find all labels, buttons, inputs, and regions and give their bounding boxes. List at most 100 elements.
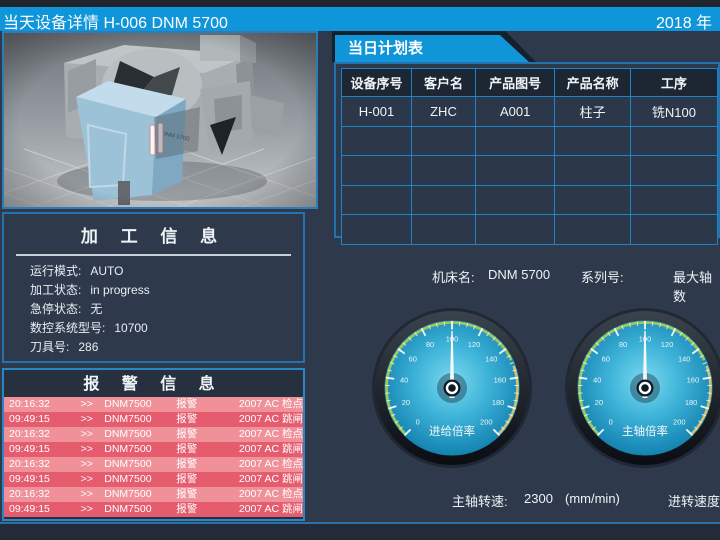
machine-image-panel: DNM 5700	[0, 31, 335, 226]
tab-daily-plan: 当日计划表	[335, 35, 529, 62]
gauge-svg: 020406080100120140160180200 主轴倍率	[565, 308, 720, 468]
svg-text:20: 20	[402, 398, 410, 407]
alarm-type: 报警	[176, 488, 198, 500]
alarm-row: 09:49:15 >> DNM7500 报警 2007 AC 跳闸	[4, 412, 303, 427]
svg-text:180: 180	[492, 398, 505, 407]
table-cell: A001	[474, 96, 556, 127]
table-row	[341, 155, 719, 186]
alarm-machine: DNM7500	[104, 458, 152, 470]
svg-text:80: 80	[426, 340, 434, 349]
svg-text:160: 160	[687, 375, 700, 384]
info-value: 无	[90, 302, 103, 316]
table-cell	[410, 214, 476, 245]
alarm-message: 2007 AC 跳闸	[238, 473, 304, 485]
table-cell	[629, 214, 719, 245]
info-value: 10700	[114, 321, 148, 335]
alarm-message: 2007 AC 检点	[238, 428, 304, 440]
bottom-strip	[0, 522, 720, 540]
alarm-type: 报警	[176, 458, 198, 470]
alarm-time: 20:16:32	[9, 398, 50, 410]
table-cell	[554, 214, 631, 245]
alarm-arrow: >>	[80, 443, 93, 455]
svg-text:200: 200	[480, 417, 493, 426]
spindle-speed-unit: (mm/min)	[565, 491, 620, 506]
alarm-machine: DNM7500	[104, 428, 152, 440]
alarm-info-title: 报 警 信 息	[83, 376, 224, 393]
alarm-arrow: >>	[80, 413, 93, 425]
speed-readout-row: 主轴转速: 2300 (mm/min) 进转速度	[0, 491, 720, 509]
svg-text:60: 60	[602, 354, 610, 363]
gauge-spindle-override: 020406080100120140160180200 主轴倍率	[563, 306, 720, 470]
alarm-time: 09:49:15	[9, 413, 50, 425]
daily-plan-table: 设备序号 客户名 产品图号 产品名称 工序 H-001 ZHC A001 柱子 铣N100	[341, 68, 719, 245]
table-cell	[341, 214, 412, 245]
table-cell	[554, 125, 631, 156]
alarm-row: 20:16:32 >> DNM7500 报警 2007 AC 检点	[4, 427, 303, 442]
alarm-row: 20:16:32 >> DNM7500 报警 2007 AC 检点	[4, 457, 303, 472]
alarm-message: 2007 AC 检点	[238, 458, 304, 470]
svg-text:20: 20	[595, 398, 603, 407]
header-bar	[0, 7, 720, 31]
table-cell	[474, 125, 556, 156]
table-header-cell: 产品名称	[554, 68, 631, 97]
table-cell	[341, 155, 412, 186]
svg-text:0: 0	[416, 417, 420, 426]
info-value: 286	[78, 340, 99, 354]
gauge-feed-override: 020406080100120140160180200 进给倍率	[370, 306, 534, 470]
table-row	[341, 184, 719, 215]
alarm-type: 报警	[176, 413, 198, 425]
alarm-row: 09:49:15 >> DNM7500 报警 2007 AC 跳闸	[4, 442, 303, 457]
svg-text:140: 140	[485, 354, 498, 363]
alarm-row: 09:49:15 >> DNM7500 报警 2007 AC 跳闸	[4, 502, 303, 517]
table-cell	[554, 184, 631, 215]
table-cell	[554, 155, 631, 186]
alarm-message: 2007 AC 跳闸	[238, 503, 304, 515]
process-info-panel: 加 工 信 息 运行模式: AUTO 加工状态: in progress 急停状态: 无数…	[2, 212, 305, 363]
alarm-machine: DNM7500	[104, 473, 152, 485]
table-row	[341, 214, 719, 245]
table-body: H-001 ZHC A001 柱子 铣N100	[341, 96, 719, 245]
process-info-rows: 运行模式: AUTO 加工状态: in progress 急停状态: 无数控系统型号: 10…	[4, 262, 303, 357]
table-header-cell: 设备序号	[341, 68, 412, 97]
alarm-arrow: >>	[80, 458, 93, 470]
svg-text:80: 80	[619, 340, 627, 349]
table-cell	[629, 184, 719, 215]
svg-text:0: 0	[609, 417, 613, 426]
process-info-row: 运行模式: AUTO	[4, 262, 303, 281]
info-label: 数控系统型号:	[30, 321, 106, 335]
alarm-list: 20:16:32 >> DNM7500 报警 2007 AC 检点 09:49:15 >> D…	[4, 397, 303, 517]
info-label: 急停状态:	[30, 302, 82, 316]
alarm-type: 报警	[176, 443, 198, 455]
svg-text:40: 40	[593, 375, 601, 384]
alarm-machine: DNM7500	[104, 503, 152, 515]
table-header-cell: 客户名	[410, 68, 476, 97]
alarm-type: 报警	[176, 503, 198, 515]
alarm-time: 20:16:32	[9, 488, 50, 500]
alarm-message: 2007 AC 跳闸	[238, 413, 304, 425]
alarm-message: 2007 AC 检点	[238, 488, 304, 500]
top-strip	[0, 0, 720, 7]
table-cell	[410, 184, 476, 215]
table-header-row: 设备序号 客户名 产品图号 产品名称 工序	[341, 68, 719, 97]
table-row: H-001 ZHC A001 柱子 铣N100	[341, 96, 719, 127]
table-cell: 柱子	[554, 96, 631, 127]
alarm-row: 09:49:15 >> DNM7500 报警 2007 AC 跳闸	[4, 472, 303, 487]
alarm-machine: DNM7500	[104, 443, 152, 455]
alarm-type: 报警	[176, 428, 198, 440]
info-value: in progress	[90, 283, 150, 297]
table-cell	[410, 125, 476, 156]
table-cell	[474, 214, 556, 245]
spindle-speed-value: 2300	[524, 491, 553, 506]
table-cell: 铣N100	[629, 96, 719, 127]
alarm-time: 20:16:32	[9, 428, 50, 440]
gauge-label: 进给倍率	[429, 424, 475, 438]
table-header-cell: 工序	[629, 68, 719, 97]
table-header-cell: 产品图号	[474, 68, 556, 97]
svg-text:200: 200	[673, 417, 686, 426]
max-axes-label: 最大轴数	[673, 270, 713, 304]
svg-text:160: 160	[494, 375, 507, 384]
header-date: 2018 年	[656, 15, 713, 32]
alarm-arrow: >>	[80, 428, 93, 440]
daily-plan-table-panel: 设备序号 客户名 产品图号 产品名称 工序 H-001 ZHC A001 柱子 铣N100	[334, 62, 720, 245]
